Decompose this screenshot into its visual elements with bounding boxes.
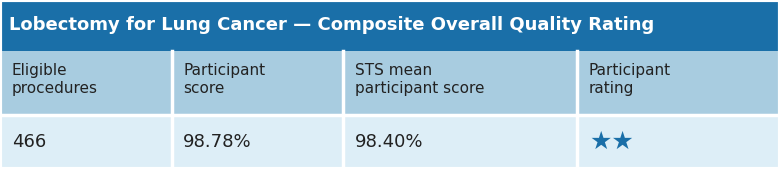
FancyBboxPatch shape bbox=[0, 51, 780, 115]
Text: Eligible
procedures: Eligible procedures bbox=[12, 63, 98, 96]
FancyBboxPatch shape bbox=[0, 0, 780, 51]
Text: 98.78%: 98.78% bbox=[183, 133, 252, 151]
Text: ★★: ★★ bbox=[589, 130, 633, 154]
Text: 98.40%: 98.40% bbox=[355, 133, 424, 151]
Text: Participant
score: Participant score bbox=[183, 63, 265, 96]
Text: 466: 466 bbox=[12, 133, 46, 151]
Text: STS mean
participant score: STS mean participant score bbox=[355, 63, 484, 96]
Text: Lobectomy for Lung Cancer — Composite Overall Quality Rating: Lobectomy for Lung Cancer — Composite Ov… bbox=[9, 16, 654, 34]
FancyBboxPatch shape bbox=[0, 115, 780, 169]
Text: Participant
rating: Participant rating bbox=[589, 63, 671, 96]
